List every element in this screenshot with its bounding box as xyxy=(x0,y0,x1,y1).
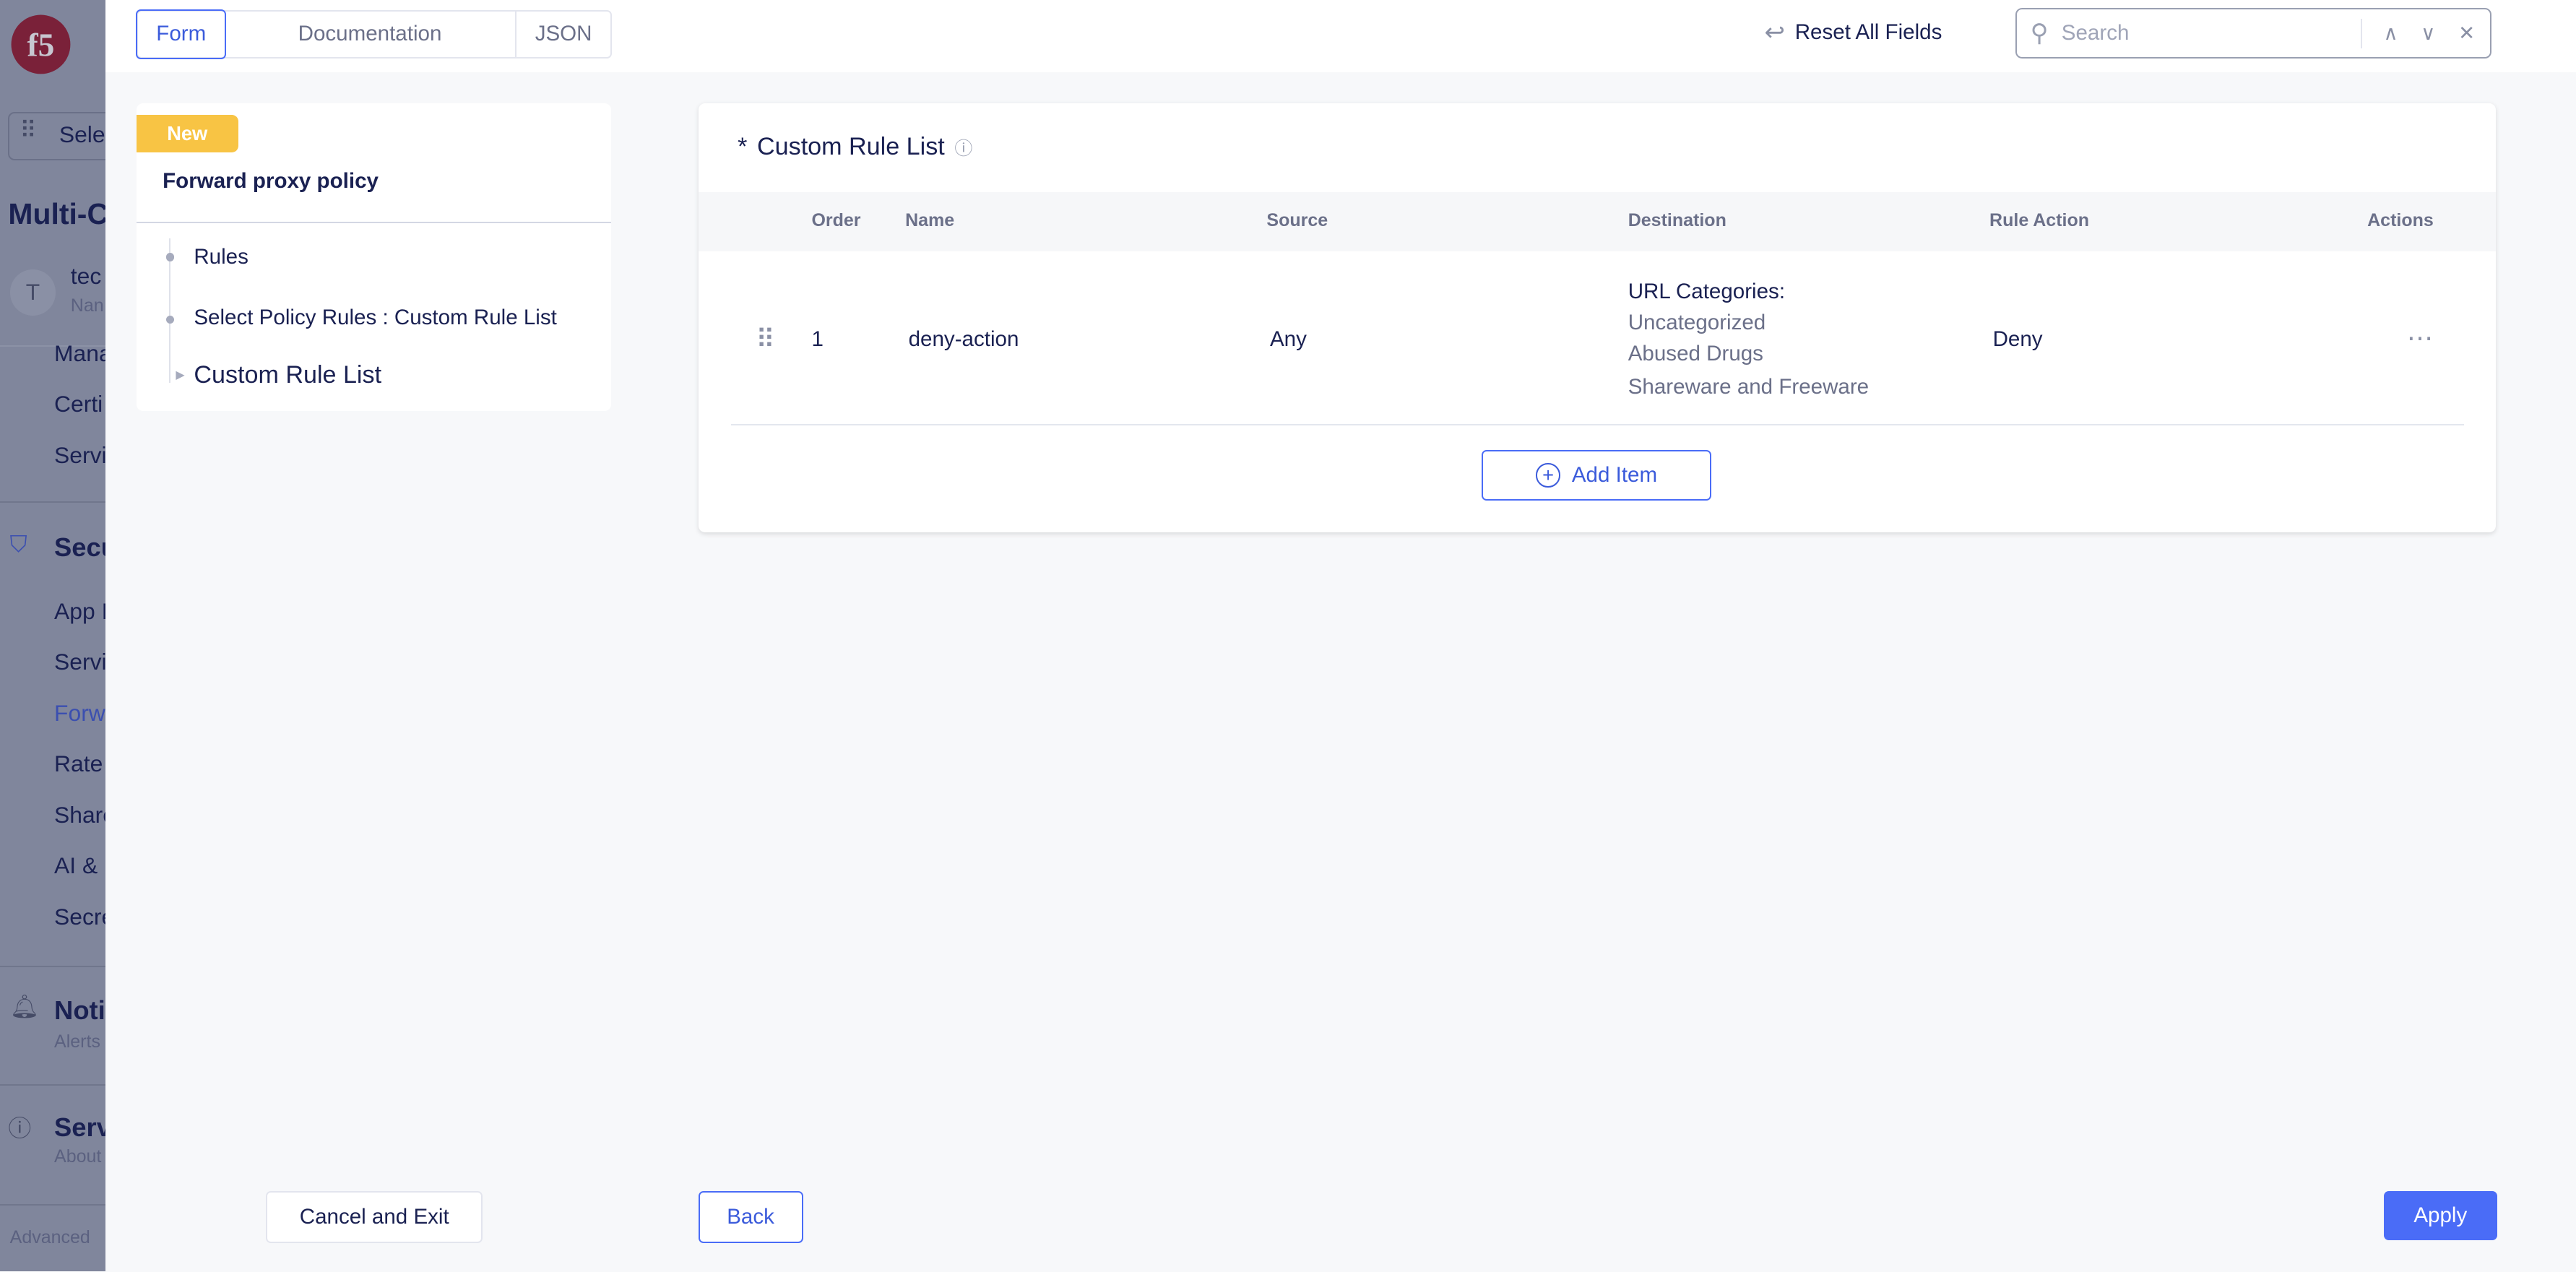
destination-heading: URL Categories: xyxy=(1628,279,1786,303)
back-button[interactable]: Back xyxy=(698,1190,803,1243)
tab-form[interactable]: Form xyxy=(136,9,227,59)
column-source: Source xyxy=(1266,210,1328,231)
sidebar: f5 ⠿ Sele Multi-C T tec Nan Mana Certi S… xyxy=(0,0,105,1272)
apply-button[interactable]: Apply xyxy=(2383,1190,2497,1240)
user-name: tec xyxy=(70,262,102,289)
destination-item: Uncategorized xyxy=(1628,310,1766,334)
add-item-label: Add Item xyxy=(1571,463,1658,488)
column-rule-action: Rule Action xyxy=(1989,210,2090,231)
search-input[interactable] xyxy=(2058,20,2328,48)
search-icon: ⚲ xyxy=(2030,20,2049,48)
nav-step-select-policy-rules[interactable]: Select Policy Rules : Custom Rule List xyxy=(194,305,557,329)
info-icon: ⓘ xyxy=(8,1115,32,1142)
chevron-down-icon[interactable]: ∨ xyxy=(2421,22,2436,45)
more-options-icon[interactable]: ⋯ xyxy=(2406,322,2434,352)
advanced-link[interactable]: Advanced xyxy=(9,1226,90,1247)
avatar: T xyxy=(9,269,56,316)
grid-icon: ⠿ xyxy=(20,117,37,144)
service-selector[interactable] xyxy=(8,111,105,161)
user-namespace: Nan xyxy=(70,295,104,316)
required-mark: * xyxy=(738,133,748,161)
reset-all-fields-button[interactable]: ↩ Reset All Fields xyxy=(1764,18,1942,47)
column-destination: Destination xyxy=(1628,210,1726,231)
select-label: Sele xyxy=(59,121,105,148)
view-tabs: Form Documentation JSON xyxy=(136,9,612,59)
sidebar-item[interactable]: Rate xyxy=(54,750,103,777)
column-name: Name xyxy=(905,210,955,231)
rule-action-cell: Deny xyxy=(1992,326,2043,351)
sidebar-item-forward-proxy[interactable]: Forw xyxy=(54,699,105,726)
sidebar-section-notifications[interactable]: Noti xyxy=(54,995,105,1026)
sidebar-section-security[interactable]: Secu xyxy=(54,532,105,562)
sidebar-item[interactable]: Secre xyxy=(54,903,105,930)
source-cell: Any xyxy=(1269,326,1307,351)
column-order: Order xyxy=(811,210,861,231)
custom-rule-list-card: * Custom Rule List ⓘ Order Name Source D… xyxy=(698,103,2496,532)
sidebar-item[interactable]: Servi xyxy=(54,441,105,468)
tab-json[interactable]: JSON xyxy=(535,22,592,46)
destination-item: Shareware and Freeware xyxy=(1628,374,1870,399)
sidebar-item[interactable]: Servi xyxy=(54,649,105,675)
cancel-and-exit-button[interactable]: Cancel and Exit xyxy=(266,1190,483,1243)
svg-text:f5: f5 xyxy=(27,26,55,63)
order-cell: 1 xyxy=(811,326,824,351)
table-header: Order Name Source Destination Rule Actio… xyxy=(698,192,2496,251)
sidebar-item[interactable]: AI & I xyxy=(54,852,105,879)
divider xyxy=(2360,18,2362,48)
nav-step-custom-rule-list[interactable]: Custom Rule List xyxy=(194,361,382,389)
arrow-icon: ▶ xyxy=(176,369,185,382)
tab-documentation[interactable]: Documentation xyxy=(225,11,517,58)
top-bar: Form Documentation JSON ↩ Reset All Fiel… xyxy=(105,0,2576,73)
plus-circle-icon: + xyxy=(1536,463,1560,488)
sidebar-item[interactable]: Mana xyxy=(54,339,105,366)
search-box: ⚲ ∧ ∨ ✕ xyxy=(2015,8,2492,59)
sidebar-section-service[interactable]: Serv xyxy=(54,1112,105,1142)
sidebar-item[interactable]: App I xyxy=(54,597,105,624)
new-badge: New xyxy=(136,115,238,153)
chevron-up-icon[interactable]: ∧ xyxy=(2383,22,2398,45)
name-cell: deny-action xyxy=(908,326,1019,351)
column-actions: Actions xyxy=(2367,210,2434,231)
bell-icon: 🔔︎ xyxy=(9,992,40,1019)
shield-icon: ⛉ xyxy=(9,530,27,557)
undo-icon: ↩ xyxy=(1764,19,1786,47)
close-icon[interactable]: ✕ xyxy=(2458,22,2475,45)
info-icon[interactable]: ⓘ xyxy=(954,138,973,159)
destination-item: Abused Drugs xyxy=(1628,342,1763,366)
divider xyxy=(731,423,2465,425)
sidebar-item[interactable]: Share xyxy=(54,801,105,828)
section-title: * Custom Rule List ⓘ xyxy=(738,133,972,161)
sidebar-item[interactable]: Certi xyxy=(54,391,103,417)
add-item-button[interactable]: + Add Item xyxy=(1482,450,1712,501)
form-title: Forward proxy policy xyxy=(163,169,379,194)
workspace-title: Multi-C xyxy=(8,196,105,230)
drag-handle-icon[interactable]: ⠿ xyxy=(756,324,775,354)
title-text: Custom Rule List xyxy=(757,133,945,161)
form-navigation: New Forward proxy policy ▶ Rules Select … xyxy=(136,103,611,411)
f5-logo: f5 xyxy=(11,14,71,74)
divider xyxy=(136,222,611,224)
nav-rail xyxy=(169,238,171,383)
service-sub: About xyxy=(54,1146,102,1167)
reset-label: Reset All Fields xyxy=(1794,20,1942,45)
notifications-sub: Alerts xyxy=(54,1031,100,1052)
nav-step-rules[interactable]: Rules xyxy=(194,244,248,269)
